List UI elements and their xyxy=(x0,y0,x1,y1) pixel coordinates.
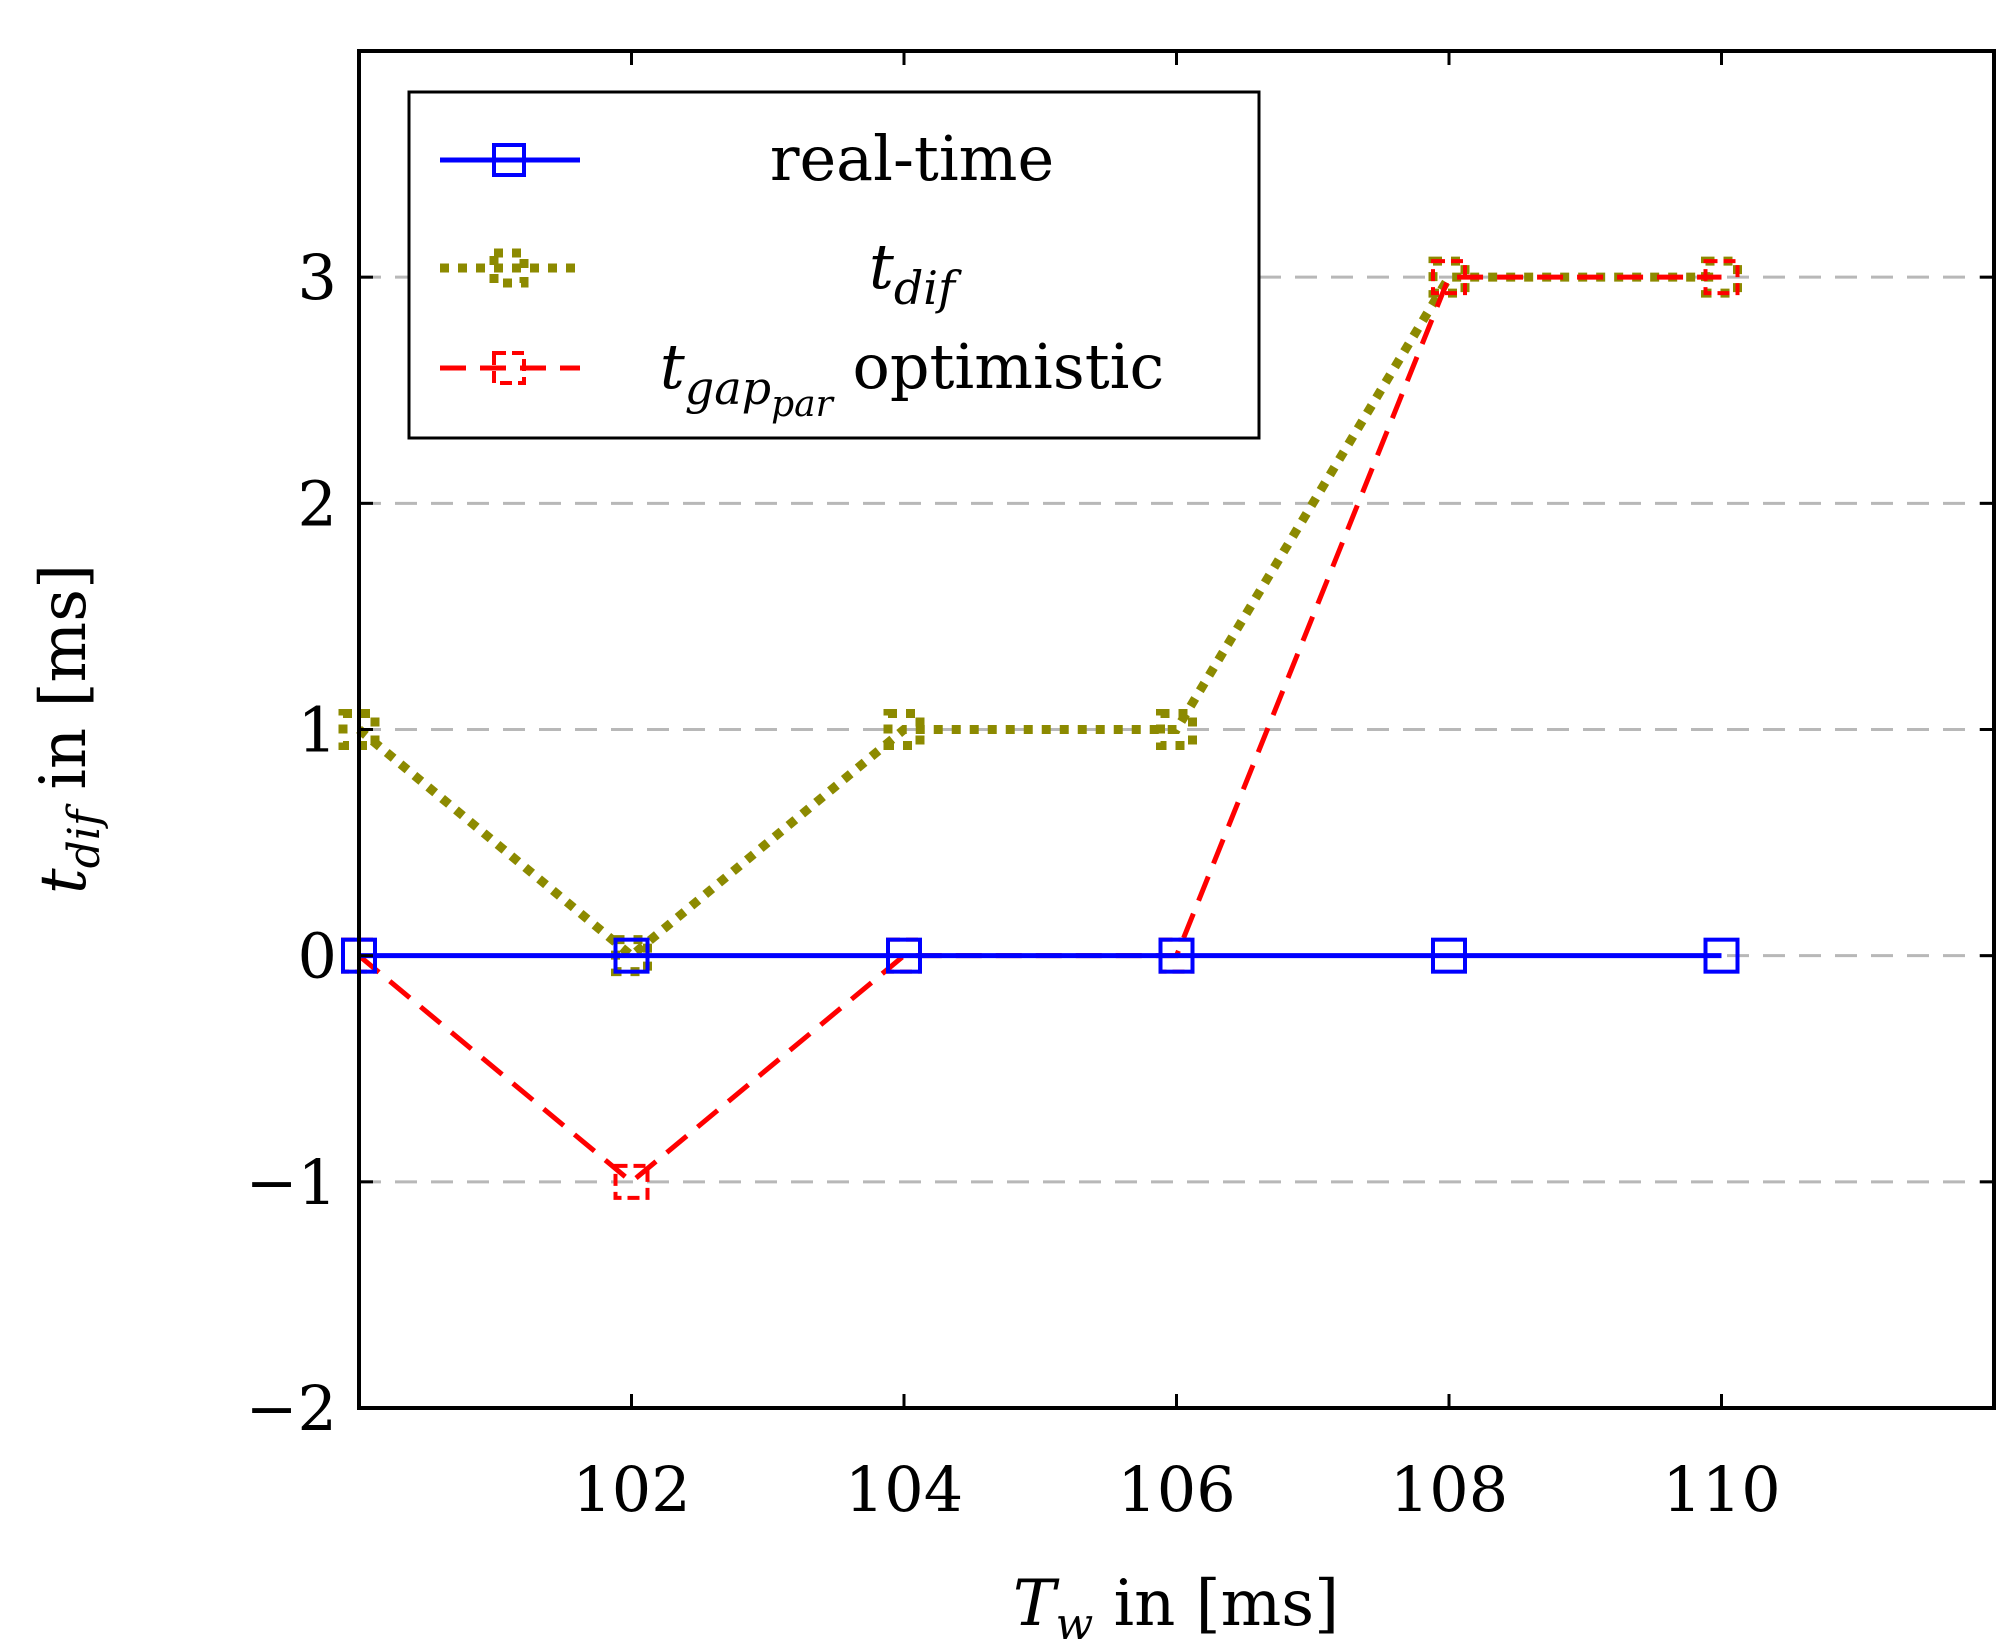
grid-lines xyxy=(359,275,1994,1410)
legend-swatch-marker xyxy=(492,143,526,177)
data-point-marker xyxy=(1158,937,1195,974)
y-tick-label: 2 xyxy=(298,467,337,540)
data-point-marker xyxy=(1431,937,1467,974)
data-point-marker xyxy=(883,709,925,750)
data-point-marker xyxy=(1431,259,1467,296)
legend-label: tgappar optimistic xyxy=(660,330,1164,425)
legend-swatch-marker xyxy=(492,351,526,385)
y-axis-label: tdif in [ms] xyxy=(27,564,110,894)
series-0 xyxy=(341,937,1740,974)
data-point-marker xyxy=(1703,937,1740,974)
series-layer xyxy=(338,256,1742,1200)
y-tick-label: −2 xyxy=(246,1372,337,1445)
x-tick-label: 104 xyxy=(845,1453,963,1526)
tick-marks xyxy=(359,51,1994,1410)
data-point-marker xyxy=(613,1163,650,1200)
x-tick-label: 102 xyxy=(572,1453,690,1526)
legend-item-0: real-time xyxy=(440,122,1054,195)
legend-swatch-marker xyxy=(489,248,529,288)
data-point-marker xyxy=(613,937,650,974)
y-tick-label: 1 xyxy=(298,694,337,767)
legend-label: tdif xyxy=(869,230,962,315)
series-line xyxy=(356,272,1722,962)
x-tick-label: 106 xyxy=(1117,1453,1235,1526)
x-tick-label: 110 xyxy=(1662,1453,1780,1526)
x-tick-label: 108 xyxy=(1390,1453,1508,1526)
data-point-marker xyxy=(886,937,922,974)
x-axis-label: Tw in [ms] xyxy=(1013,1567,1339,1643)
data-point-marker xyxy=(1156,709,1197,750)
y-tick-label: −1 xyxy=(246,1146,337,1219)
legend: real-time tdif tgappar optimistic xyxy=(407,90,1261,440)
tick-labels: 102 104 106 108 110 −2 −1 0 1 2 3 xyxy=(246,241,1781,1526)
legend-item-2: tgappar optimistic xyxy=(440,330,1164,425)
legend-item-1: tdif xyxy=(440,230,962,315)
data-point-marker xyxy=(1703,259,1740,296)
y-tick-label: 3 xyxy=(298,241,337,314)
legend-label: real-time xyxy=(770,122,1054,195)
y-tick-label: 0 xyxy=(298,920,337,993)
